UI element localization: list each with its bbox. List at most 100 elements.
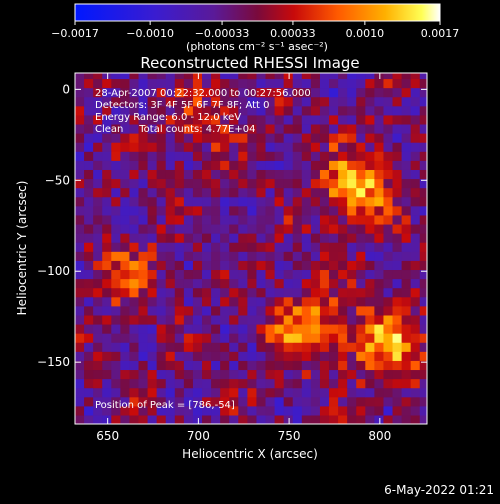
x-tick-label: 750 (278, 429, 301, 443)
heatmap-cell (365, 369, 375, 380)
heatmap-cell (102, 323, 112, 334)
heatmap-cell (319, 187, 330, 198)
heatmap-cell (256, 214, 267, 225)
heatmap-cell (365, 405, 375, 416)
heatmap-cell (283, 142, 294, 152)
heatmap-cell (419, 296, 427, 307)
heatmap-cell (238, 342, 248, 352)
heatmap-cell (211, 105, 221, 116)
heatmap-cell (220, 233, 230, 243)
heatmap-cell (383, 333, 394, 343)
heatmap-cell (211, 160, 221, 170)
heatmap-cell (374, 305, 385, 316)
heatmap-cell (156, 305, 167, 316)
heatmap-cell (256, 187, 267, 198)
heatmap-cell (120, 405, 131, 416)
heatmap-cell (338, 169, 348, 180)
heatmap-cell (347, 342, 357, 352)
heatmap-cell (84, 260, 94, 271)
heatmap-cell (274, 87, 285, 98)
heatmap-cell (165, 196, 176, 207)
heatmap-cell (84, 73, 94, 80)
heatmap-cell (192, 160, 203, 170)
heatmap-cell (329, 414, 339, 424)
heatmap-cell (93, 123, 103, 134)
heatmap-cell (111, 387, 121, 398)
heatmap-cell (419, 342, 427, 352)
heatmap-cell (220, 73, 230, 80)
heatmap-cell (356, 96, 366, 107)
heatmap-cell (129, 114, 140, 125)
heatmap-cell (192, 342, 203, 352)
heatmap-cell (292, 251, 303, 261)
heatmap-cell (156, 133, 167, 143)
heatmap-cell (165, 414, 176, 424)
heatmap-cell (374, 114, 385, 125)
heatmap-cell (120, 87, 131, 98)
heatmap-cell (310, 205, 321, 216)
heatmap-cell (310, 414, 321, 424)
heatmap-cell (410, 314, 421, 325)
heatmap-cell (202, 214, 212, 225)
heatmap-cell (338, 78, 348, 89)
heatmap-cell (183, 378, 194, 389)
heatmap-cell (238, 133, 248, 143)
heatmap-cell (156, 169, 167, 180)
heatmap-cell (220, 151, 230, 161)
heatmap-cell (75, 114, 85, 125)
heatmap-cell (129, 323, 140, 334)
heatmap-cell (338, 73, 348, 80)
heatmap-cell (265, 87, 276, 98)
heatmap-cell (392, 260, 403, 271)
heatmap-cell (165, 169, 176, 180)
heatmap-cell (75, 314, 85, 325)
heatmap-cell (138, 242, 149, 252)
heatmap-cell (247, 223, 258, 234)
heatmap-cell (238, 396, 248, 407)
heatmap-cell (410, 187, 421, 198)
heatmap-cell (347, 133, 357, 143)
heatmap-cell (102, 142, 112, 152)
heatmap-cell (202, 160, 212, 170)
heatmap-cell (129, 169, 140, 180)
heatmap-cell (301, 305, 312, 316)
heatmap-cell (329, 214, 339, 225)
heatmap-cell (410, 233, 421, 243)
heatmap-cell (401, 105, 412, 116)
heatmap-cell (401, 378, 412, 389)
heatmap-cell (283, 151, 294, 161)
heatmap-cell (265, 405, 276, 416)
heatmap-cell (265, 414, 276, 424)
heatmap-cell (102, 96, 112, 107)
heatmap-cell (419, 87, 427, 98)
heatmap-cell (102, 305, 112, 316)
heatmap-cell (301, 378, 312, 389)
heatmap-cell (356, 305, 366, 316)
heatmap-cell (329, 378, 339, 389)
heatmap-cell (247, 369, 258, 380)
heatmap-cell (138, 78, 149, 89)
heatmap-cell (238, 151, 248, 161)
heatmap-cell (220, 278, 230, 289)
heatmap-cell (147, 73, 158, 80)
heatmap-cell (147, 369, 158, 380)
heatmap-cell (319, 333, 330, 343)
heatmap-cell (102, 105, 112, 116)
heatmap-cell (129, 105, 140, 116)
heatmap-cell (202, 105, 212, 116)
heatmap-cell (392, 223, 403, 234)
heatmap-cell (84, 287, 94, 298)
heatmap-cell (165, 405, 176, 416)
heatmap-cell (111, 196, 121, 207)
heatmap-cell (192, 314, 203, 325)
heatmap-cell (319, 396, 330, 407)
heatmap-cell (247, 278, 258, 289)
heatmap-cell (283, 205, 294, 216)
heatmap-cell (138, 287, 149, 298)
heatmap-cell (265, 105, 276, 116)
heatmap-cell (392, 405, 403, 416)
heatmap-cell (347, 187, 357, 198)
heatmap-cell (165, 178, 176, 189)
heatmap-cell (165, 96, 176, 107)
heatmap-cell (138, 387, 149, 398)
